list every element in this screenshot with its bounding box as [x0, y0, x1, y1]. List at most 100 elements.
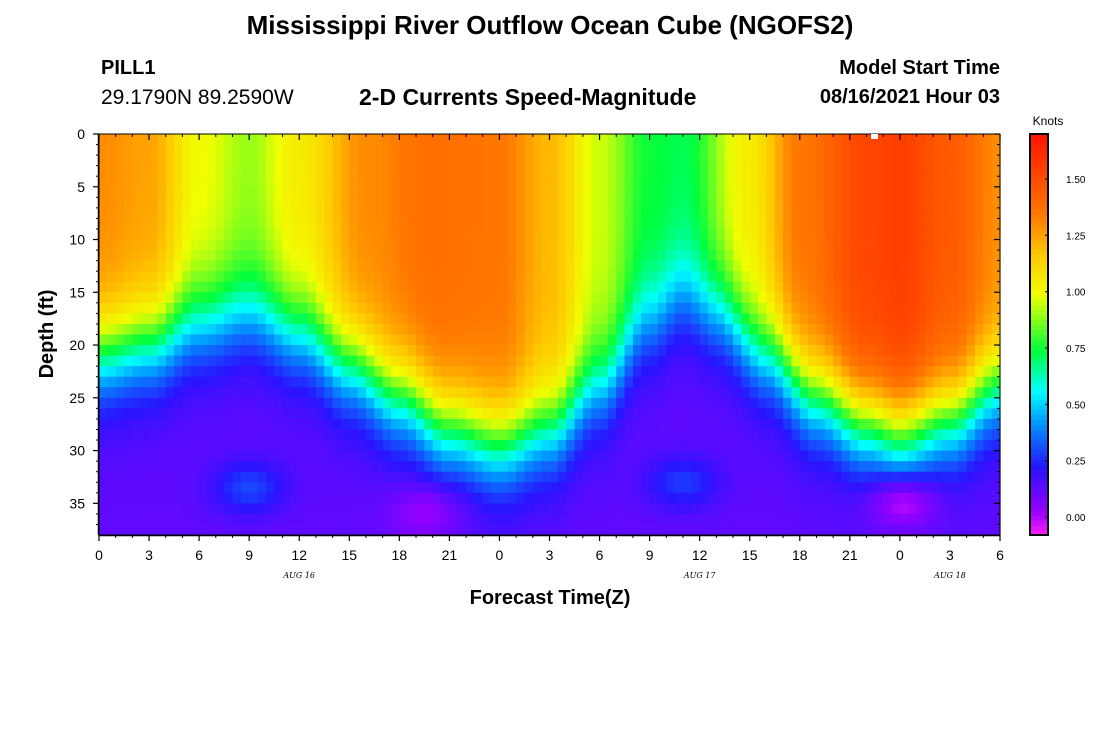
heatmap-cell [916, 376, 926, 388]
heatmap-cell [674, 482, 684, 494]
heatmap-cell [182, 271, 192, 283]
heatmap-cell [908, 345, 918, 357]
heatmap-cell [833, 144, 843, 156]
colorbar-swatch [1030, 439, 1048, 446]
heatmap-cell [599, 292, 609, 304]
heatmap-cell [916, 429, 926, 441]
heatmap-cell [290, 260, 300, 272]
heatmap-cell [741, 292, 751, 304]
heatmap-cell [566, 207, 576, 220]
heatmap-cell [307, 524, 317, 536]
heatmap-cell [257, 228, 267, 241]
heatmap-cell [783, 355, 793, 367]
heatmap-cell [274, 513, 284, 526]
heatmap-cell [432, 450, 442, 462]
heatmap-cell [916, 207, 926, 220]
heatmap-cell [641, 524, 651, 536]
heatmap-cell [449, 482, 459, 494]
heatmap-cell [390, 281, 400, 293]
heatmap-cell [290, 134, 300, 146]
heatmap-cell [866, 355, 876, 367]
heatmap-cell [891, 197, 901, 209]
heatmap-cell [541, 239, 551, 251]
heatmap-cell [783, 524, 793, 536]
heatmap-cell [816, 239, 826, 251]
heatmap-cell [883, 271, 893, 283]
heatmap-cell [265, 155, 275, 167]
heatmap-cell [449, 186, 459, 198]
heatmap-cell [249, 429, 259, 441]
heatmap-cell [199, 397, 209, 409]
heatmap-cell [449, 334, 459, 346]
heatmap-cell [974, 450, 984, 462]
heatmap-cell [315, 429, 325, 441]
heatmap-cell [632, 355, 642, 367]
heatmap-cell [307, 281, 317, 293]
heatmap-cell [607, 186, 617, 198]
heatmap-cell [691, 197, 701, 209]
heatmap-cell [399, 302, 409, 314]
heatmap-cell [257, 418, 267, 431]
heatmap-cell [407, 418, 417, 431]
heatmap-cell [941, 218, 951, 230]
heatmap-cell [674, 281, 684, 293]
heatmap-cell [699, 144, 709, 156]
heatmap-cell [549, 281, 559, 293]
heatmap-cell [307, 513, 317, 526]
heatmap-cell [282, 471, 292, 483]
heatmap-cell [199, 408, 209, 420]
heatmap-cell [491, 134, 501, 146]
heatmap-cell [349, 271, 359, 283]
heatmap-cell [532, 418, 542, 431]
heatmap-cell [983, 524, 993, 536]
heatmap-cell [149, 450, 158, 462]
heatmap-cell [599, 313, 609, 325]
heatmap-cell [949, 271, 959, 283]
heatmap-cell [783, 302, 793, 314]
heatmap-cell [949, 165, 959, 177]
heatmap-cell [332, 281, 342, 293]
heatmap-cell [416, 313, 425, 325]
heatmap-cell [958, 218, 968, 230]
heatmap-cell [365, 513, 375, 526]
heatmap-cell [107, 218, 117, 230]
heatmap-cell [874, 197, 884, 209]
heatmap-cell [916, 503, 926, 515]
heatmap-cell [457, 429, 467, 441]
heatmap-cell [315, 176, 325, 188]
heatmap-cell [799, 366, 809, 378]
heatmap-cell [549, 197, 559, 209]
colorbar-swatch [1030, 459, 1048, 466]
heatmap-cell [649, 250, 659, 262]
heatmap-cell [808, 176, 818, 188]
colorbar-title: Knots [1033, 114, 1064, 128]
heatmap-cell [799, 165, 809, 177]
heatmap-cell [749, 471, 759, 483]
heatmap-cell [390, 524, 400, 536]
heatmap-cell [566, 228, 576, 241]
heatmap-cell [182, 155, 192, 167]
heatmap-cell [924, 366, 934, 378]
heatmap-cell [816, 165, 826, 177]
heatmap-cell [974, 503, 984, 515]
heatmap-cell [716, 397, 726, 409]
heatmap-cell [607, 366, 617, 378]
heatmap-cell [466, 334, 476, 346]
heatmap-cell [616, 397, 626, 409]
heatmap-cell [474, 165, 484, 177]
colorbar-swatch [1030, 244, 1048, 250]
heatmap-cell [282, 366, 292, 378]
heatmap-cell [282, 281, 292, 293]
heatmap-cell [524, 186, 534, 198]
heatmap-cell [532, 366, 542, 378]
heatmap-cell [432, 418, 442, 431]
heatmap-cell [274, 176, 284, 188]
heatmap-cell [207, 492, 217, 504]
heatmap-cell [557, 355, 567, 367]
heatmap-cell [365, 313, 375, 325]
heatmap-cell [315, 471, 325, 483]
heatmap-cell [716, 176, 726, 188]
heatmap-cell [499, 281, 509, 293]
heatmap-cell [641, 292, 651, 304]
heatmap-cell [649, 334, 659, 346]
